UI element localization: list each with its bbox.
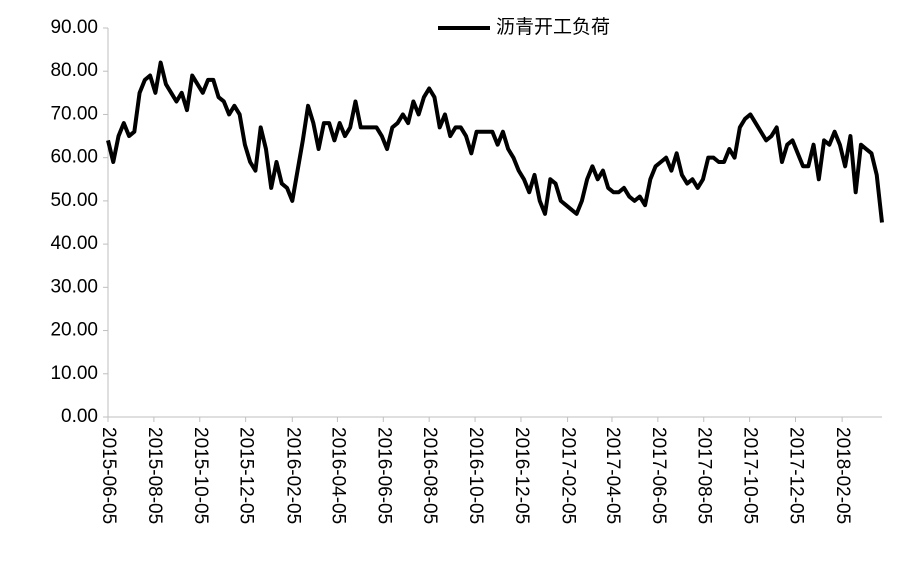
x-tick-label: 2017-12-05 [785, 427, 806, 524]
y-tick-label: 90.00 [50, 17, 98, 38]
x-tick-label: 2016-08-05 [419, 427, 440, 524]
x-tick-label: 2017-02-05 [558, 427, 579, 524]
x-tick-label: 2016-06-05 [373, 427, 394, 524]
x-tick-label: 2015-06-05 [98, 427, 119, 524]
y-tick-label: 10.00 [50, 363, 98, 384]
y-tick-label: 0.00 [61, 406, 98, 427]
x-tick-label: 2017-08-05 [694, 427, 715, 524]
x-tick-label: 2016-10-05 [465, 427, 486, 524]
x-tick-label: 2016-02-05 [282, 427, 303, 524]
y-tick-label: 70.00 [50, 103, 98, 124]
y-tick-label: 20.00 [50, 320, 98, 341]
y-tick-label: 60.00 [50, 147, 98, 168]
x-tick-label: 2017-10-05 [740, 427, 761, 524]
y-tick-label: 50.00 [50, 190, 98, 211]
x-tick-label: 2016-04-05 [327, 427, 348, 524]
x-tick-label: 2016-12-05 [511, 427, 532, 524]
x-tick-label: 2018-02-05 [832, 427, 853, 524]
x-tick-label: 2015-12-05 [236, 427, 257, 524]
x-tick-label: 2015-10-05 [190, 427, 211, 524]
y-tick-label: 40.00 [50, 233, 98, 254]
x-tick-label: 2015-08-05 [144, 427, 165, 524]
x-tick-label: 2017-04-05 [602, 427, 623, 524]
y-tick-label: 80.00 [50, 60, 98, 81]
legend-label: 沥青开工负荷 [496, 16, 610, 38]
x-tick-label: 2017-06-05 [648, 427, 669, 524]
y-tick-label: 30.00 [50, 276, 98, 297]
series-line [106, 60, 884, 223]
